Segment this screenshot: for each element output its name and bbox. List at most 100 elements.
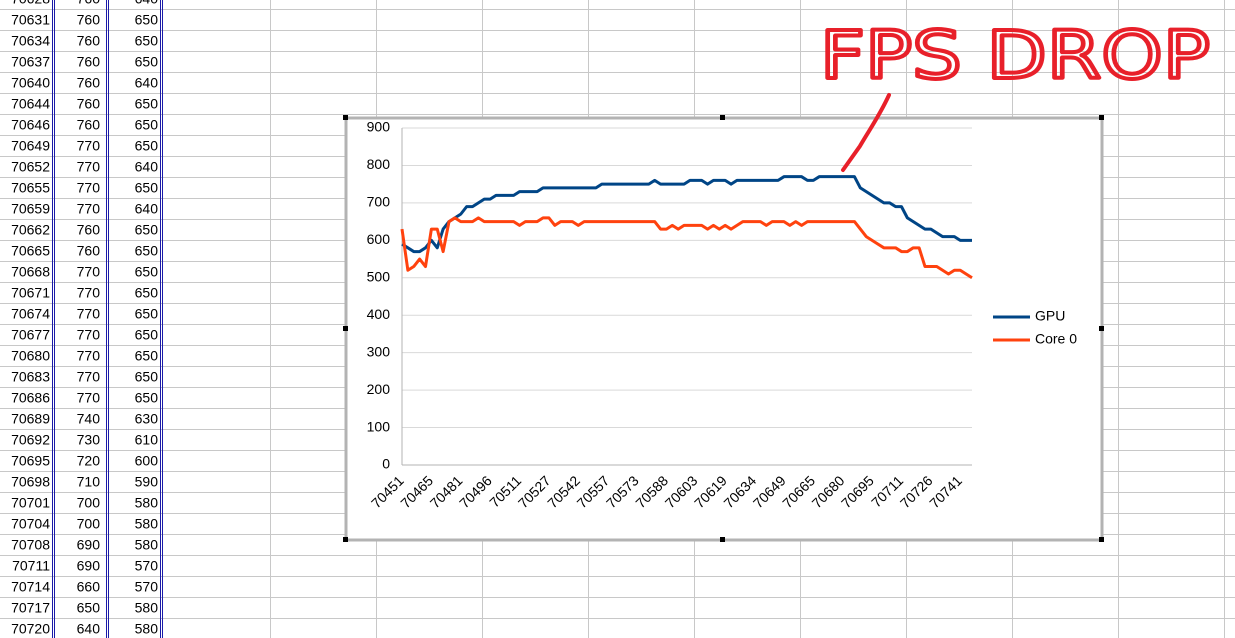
cell: 70711 <box>12 558 50 574</box>
cell: 70652 <box>11 159 50 175</box>
legend-label: Core 0 <box>1035 331 1077 347</box>
cell: 740 <box>77 411 101 427</box>
cell: 580 <box>135 621 159 637</box>
cell: 650 <box>135 264 159 280</box>
cell: 70671 <box>11 285 50 301</box>
cell: 580 <box>135 537 159 553</box>
cell: 70698 <box>11 474 50 490</box>
cell: 770 <box>77 306 101 322</box>
cell: 580 <box>135 600 159 616</box>
y-tick-label: 500 <box>367 268 391 284</box>
cell: 70689 <box>11 411 50 427</box>
cell: 570 <box>135 558 159 574</box>
cell: 730 <box>77 432 101 448</box>
cell: 70674 <box>11 306 50 322</box>
cell: 70637 <box>11 54 50 70</box>
cell: 650 <box>135 117 159 133</box>
cell: 70695 <box>11 453 50 469</box>
cell: 770 <box>77 180 101 196</box>
selection-handles <box>343 115 1104 542</box>
cell: 650 <box>135 54 159 70</box>
cell: 770 <box>77 390 101 406</box>
cell: 770 <box>77 159 101 175</box>
cell: 650 <box>77 600 101 616</box>
cell: 650 <box>135 327 159 343</box>
cell: 70701 <box>11 495 50 511</box>
series-line <box>401 175 972 254</box>
cell: 710 <box>77 474 101 490</box>
cell: 70668 <box>11 264 50 280</box>
cell: 70714 <box>11 579 50 595</box>
cell: 650 <box>135 180 159 196</box>
cell: 630 <box>135 411 159 427</box>
cell: 770 <box>77 201 101 217</box>
cell: 570 <box>135 579 159 595</box>
cell: 650 <box>135 33 159 49</box>
cell: 70644 <box>11 96 50 112</box>
cell: 640 <box>135 159 159 175</box>
cell: 650 <box>135 96 159 112</box>
cell: 760 <box>77 117 101 133</box>
chart: 0100200300400500600700800900704517046570… <box>343 115 1104 542</box>
y-tick-label: 300 <box>367 343 391 359</box>
cell: 760 <box>77 96 101 112</box>
cell: 650 <box>135 243 159 259</box>
annotation: FPS DROP <box>820 17 1210 94</box>
cell: 700 <box>77 516 101 532</box>
cell: 70720 <box>11 621 50 637</box>
cell: 590 <box>135 474 159 490</box>
cell: 70659 <box>11 201 50 217</box>
cell: 70680 <box>11 348 50 364</box>
cell: 650 <box>135 222 159 238</box>
cell: 640 <box>77 621 101 637</box>
y-tick-label: 800 <box>367 156 391 172</box>
cell: 650 <box>135 306 159 322</box>
cell: 690 <box>77 537 101 553</box>
cell: 70717 <box>11 600 50 616</box>
cell: 770 <box>77 264 101 280</box>
cell: 650 <box>135 12 159 28</box>
cell: 720 <box>77 453 101 469</box>
cell: 610 <box>135 432 159 448</box>
cell: 70640 <box>11 75 50 91</box>
cell: 70631 <box>11 12 50 28</box>
cell: 770 <box>77 285 101 301</box>
cell: 70665 <box>11 243 50 259</box>
cell: 650 <box>135 369 159 385</box>
cell: 650 <box>135 390 159 406</box>
y-tick-label: 400 <box>367 306 391 322</box>
cell: 690 <box>77 558 101 574</box>
cell: 650 <box>135 138 159 154</box>
y-tick-label: 0 <box>382 456 390 472</box>
cell: 600 <box>135 453 159 469</box>
cell: 70649 <box>11 138 50 154</box>
cell: 760 <box>77 222 101 238</box>
cell: 70708 <box>11 537 50 553</box>
cell: 770 <box>77 369 101 385</box>
sheet-cells: 70628 760 640 70631 760 650 70634 760 650 70637 76… <box>11 0 158 637</box>
cell: 770 <box>77 348 101 364</box>
y-tick-label: 600 <box>367 231 391 247</box>
cell: 580 <box>135 495 159 511</box>
chart-frame <box>344 116 1104 542</box>
y-tick-label: 200 <box>367 381 391 397</box>
cell: 760 <box>77 75 101 91</box>
cell: 70686 <box>11 390 50 406</box>
cell: 760 <box>77 0 101 7</box>
cell: 70655 <box>11 180 50 196</box>
cell: 760 <box>77 33 101 49</box>
cell: 650 <box>135 285 159 301</box>
cell: 640 <box>135 201 159 217</box>
cell: 70628 <box>11 0 50 7</box>
y-tick-label: 900 <box>367 119 391 135</box>
cell: 760 <box>77 243 101 259</box>
cell: 770 <box>77 138 101 154</box>
cell: 660 <box>77 579 101 595</box>
y-tick-label: 700 <box>367 194 391 210</box>
cell: 70692 <box>11 432 50 448</box>
cell: 70634 <box>11 33 50 49</box>
cell: 70646 <box>11 117 50 133</box>
cell: 640 <box>135 75 159 91</box>
